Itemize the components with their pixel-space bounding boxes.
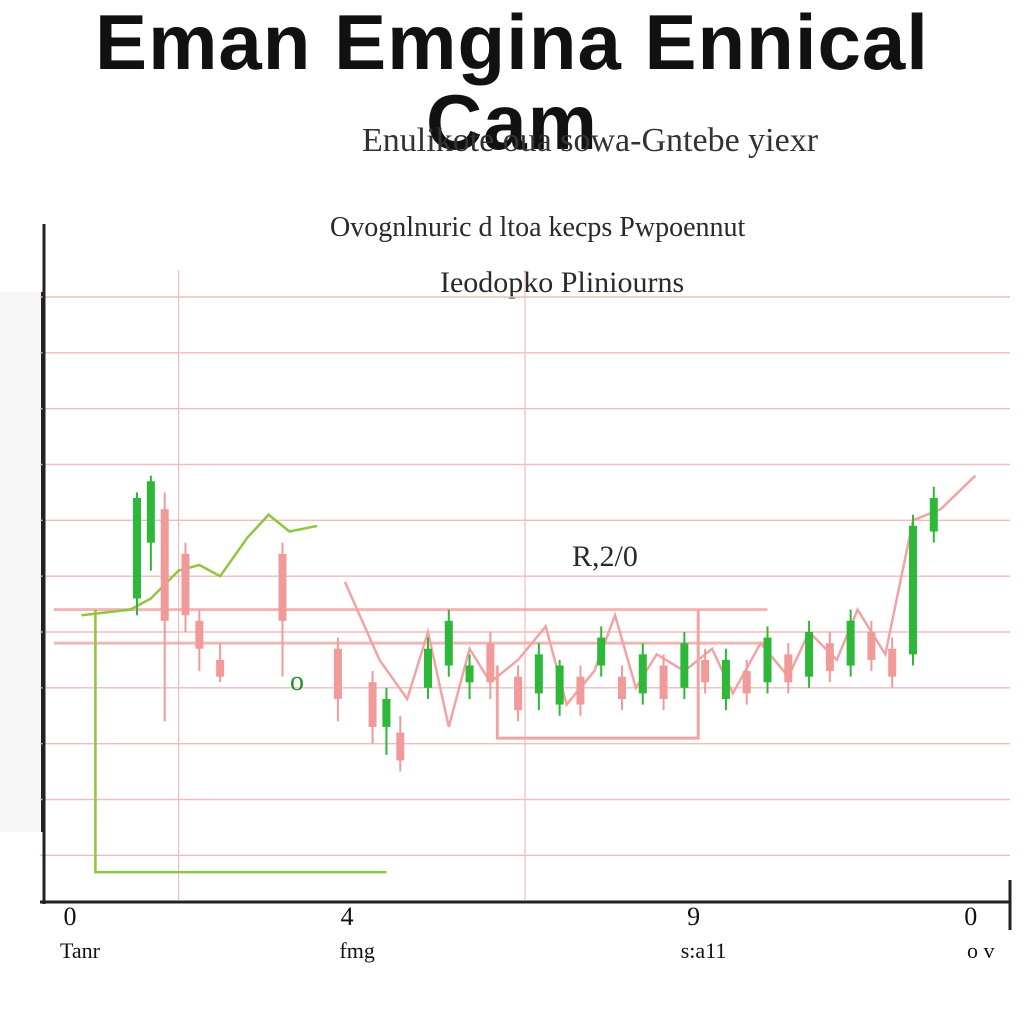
chart-axes bbox=[40, 224, 1012, 930]
candle-body bbox=[618, 676, 626, 699]
x-tick-label: 9 bbox=[687, 902, 701, 931]
candle-body bbox=[368, 682, 377, 727]
x-tick-label: 0 bbox=[964, 902, 978, 931]
candle-body bbox=[160, 509, 169, 621]
candle-body bbox=[133, 498, 141, 599]
bracket-line bbox=[495, 609, 700, 740]
candle-body bbox=[721, 659, 730, 699]
candle-body bbox=[278, 553, 287, 621]
chart-note-1: Ovognlnuric d ltoa kecps Pwpoennut bbox=[330, 212, 746, 243]
x-tick-sublabel: o v bbox=[966, 938, 995, 963]
candle-body bbox=[534, 654, 543, 694]
annotation-label: R,2/0 bbox=[572, 540, 638, 573]
candle-body bbox=[742, 671, 751, 694]
candle-body bbox=[195, 620, 204, 649]
reference-lines bbox=[53, 608, 768, 874]
candle-body bbox=[424, 648, 432, 688]
series-lines bbox=[81, 474, 977, 728]
x-tick-sublabel: s:a11 bbox=[680, 938, 727, 963]
candle-body bbox=[216, 659, 225, 677]
chart-title: Eman Emgina Ennical Cam bbox=[95, 0, 929, 166]
annotation-marker: o bbox=[290, 666, 304, 697]
candle-body bbox=[867, 632, 876, 660]
candle-body bbox=[514, 676, 523, 711]
candle-body bbox=[888, 648, 897, 677]
candle-body bbox=[825, 643, 834, 672]
chart-subtitle: Enulikote oua sowa-Gntebe yiexr bbox=[361, 122, 819, 159]
candle-body bbox=[763, 637, 772, 683]
candle-body bbox=[701, 659, 710, 683]
candle-body bbox=[576, 676, 585, 705]
series-line bbox=[81, 513, 318, 617]
x-tick-label: 0 bbox=[63, 902, 77, 931]
candle-body bbox=[659, 665, 668, 699]
candle-body bbox=[444, 620, 453, 666]
candle-body bbox=[909, 525, 917, 655]
candle-body bbox=[784, 654, 793, 683]
candle-body bbox=[396, 732, 405, 761]
candles bbox=[133, 475, 938, 772]
chart-note-2: Ieodopko Pliniourns bbox=[440, 266, 685, 299]
candle-body bbox=[486, 643, 495, 683]
candle-body bbox=[805, 632, 814, 677]
candle-body bbox=[146, 481, 155, 543]
x-tick-sublabel: fmg bbox=[339, 938, 375, 963]
candle-body bbox=[680, 643, 689, 688]
candle-body bbox=[846, 620, 855, 666]
candle-body bbox=[597, 637, 606, 666]
candle-body bbox=[555, 665, 564, 705]
candle-body bbox=[929, 498, 938, 532]
candle-body bbox=[638, 654, 647, 694]
candle-body bbox=[382, 699, 391, 727]
candle-body bbox=[333, 648, 342, 699]
candle-body bbox=[181, 553, 190, 616]
x-tick-label: 4 bbox=[340, 902, 354, 931]
candle-body bbox=[465, 665, 474, 683]
x-tick-sublabel: Tanr bbox=[60, 938, 100, 963]
bracket-line bbox=[94, 609, 387, 874]
